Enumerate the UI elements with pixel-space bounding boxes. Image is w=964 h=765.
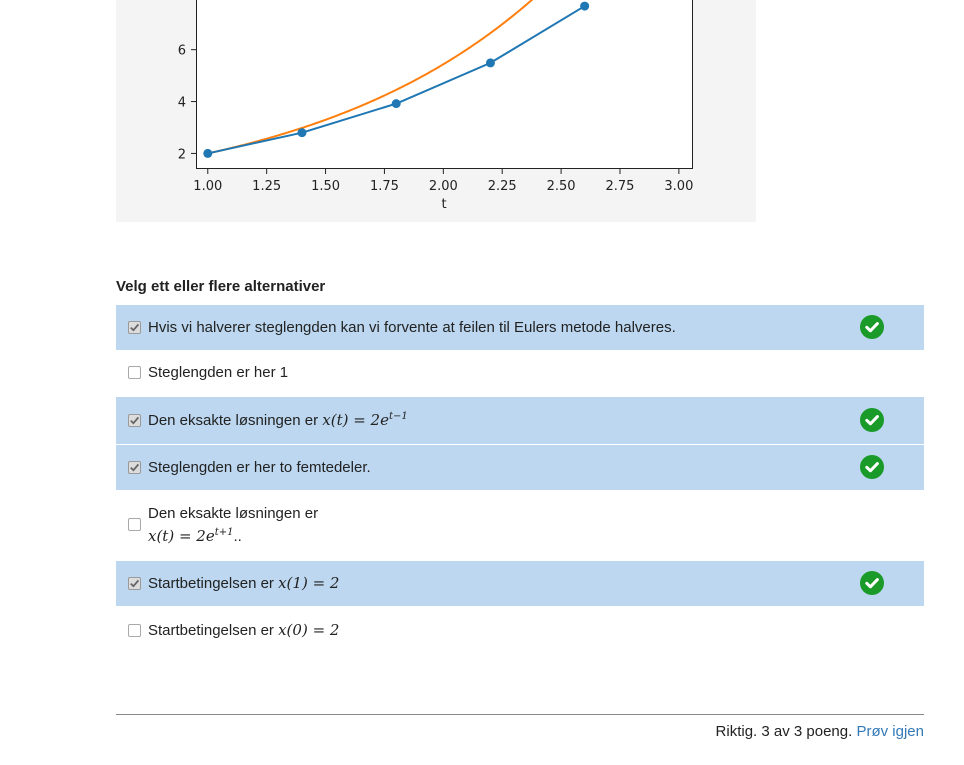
y-tick-label: 4 [178, 96, 186, 111]
option-label: Steglengden er her to femtedeler. [148, 459, 371, 476]
math-expression: x(t) = 2et+1 [148, 527, 234, 545]
euler-point [580, 1, 590, 11]
x-tick-label: 2.00 [429, 179, 458, 194]
option-label: Hvis vi halverer steglengden kan vi forv… [148, 319, 676, 336]
instruction-text: Velg ett eller flere alternativer [116, 278, 326, 295]
x-tick-label: 3.00 [664, 179, 693, 194]
euler-chart: 1.00 1.25 1.50 1.75 2.00 2.25 2.50 2.75 3.00246 … [178, 0, 693, 212]
option-initial-condition-one[interactable]: Startbetingelsen er x(1) = 2 [116, 561, 924, 606]
option-label: Den eksakte løsningen er [148, 412, 319, 429]
option-label: Startbetingelsen er [148, 622, 274, 639]
euler-point [297, 128, 307, 138]
x-axis-label: t [441, 197, 446, 212]
euler-point [203, 148, 213, 158]
euler-point [391, 99, 401, 109]
checkbox[interactable] [128, 518, 141, 531]
exact-solution-line [207, 0, 534, 155]
checkbox[interactable] [128, 366, 141, 379]
correct-check-icon [860, 571, 884, 595]
correct-check-icon [860, 455, 884, 479]
math-expression: x(t) = 2et−1 [322, 411, 408, 429]
checkbox[interactable] [128, 577, 141, 590]
y-tick-label: 6 [178, 44, 186, 59]
x-tick-label: 1.00 [193, 179, 222, 194]
x-tick-label: 1.75 [370, 179, 399, 194]
math-expression: x(0) = 2 [278, 621, 340, 639]
option-label: Den eksakte løsningen er [148, 505, 319, 522]
score-feedback: Riktig. 3 av 3 poeng. Prøv igjen [716, 723, 924, 740]
option-exact-solution-plus[interactable]: Den eksakte løsningen er x(t) = 2et+1.. [116, 492, 924, 560]
option-label: Startbetingelsen er [148, 575, 274, 592]
axes-frame [196, 0, 693, 169]
checkbox[interactable] [128, 461, 141, 474]
correct-check-icon [860, 408, 884, 432]
option-step-two-fifths[interactable]: Steglengden er her to femtedeler. [116, 445, 924, 490]
retry-link[interactable]: Prøv igjen [856, 723, 924, 740]
euler-point [485, 58, 495, 68]
checkbox[interactable] [128, 414, 141, 427]
axes-background [196, 0, 693, 169]
checkbox[interactable] [128, 624, 141, 637]
y-tick-label: 2 [178, 147, 186, 162]
option-exact-solution-minus[interactable]: Den eksakte løsningen er x(t) = 2et−1 [116, 397, 924, 444]
x-tick-label: 2.25 [488, 179, 517, 194]
x-tick-label: 2.75 [606, 179, 635, 194]
x-tick-label: 1.50 [311, 179, 340, 194]
chart-panel: 1.00 1.25 1.50 1.75 2.00 2.25 2.50 2.75 3.00 2 4 6 … [116, 0, 756, 222]
option-halve-step[interactable]: Hvis vi halverer steglengden kan vi forv… [116, 305, 924, 350]
divider [116, 714, 924, 715]
x-tick-label: 2.50 [547, 179, 576, 194]
correct-check-icon [860, 315, 884, 339]
score-text: Riktig. 3 av 3 poeng. [715, 723, 853, 740]
option-label: Steglengden er her 1 [148, 364, 289, 381]
checkbox[interactable] [128, 321, 141, 334]
option-initial-condition-zero[interactable]: Startbetingelsen er x(0) = 2 [116, 608, 924, 653]
math-expression: x(1) = 2 [278, 574, 340, 592]
x-tick-label: 1.25 [252, 179, 281, 194]
option-step-one[interactable]: Steglengden er her 1 [116, 350, 924, 395]
